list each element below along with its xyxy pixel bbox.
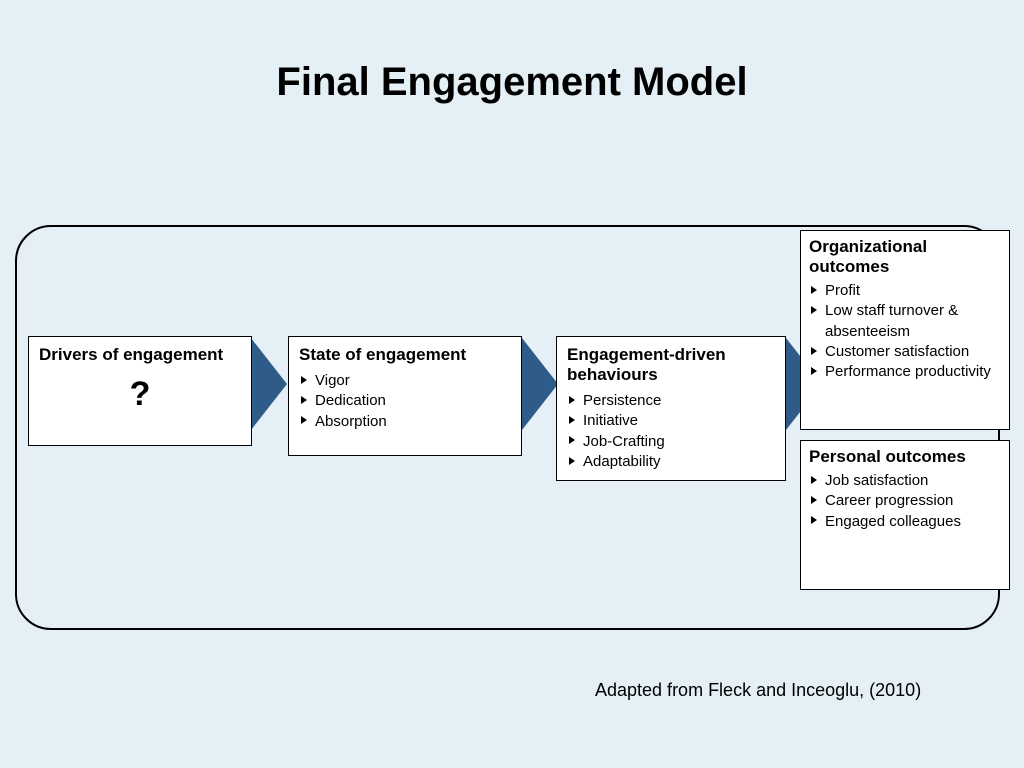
state-items: Vigor Dedication Absorption — [299, 371, 511, 432]
behaviours-item: Persistence — [569, 391, 775, 411]
arrow-2 — [522, 338, 558, 430]
drivers-title: Drivers of engagement — [39, 345, 241, 365]
behaviours-items: Persistence Initiative Job-Crafting Adap… — [567, 391, 775, 472]
slide: Final Engagement Model Drivers of engage… — [0, 0, 1024, 768]
drivers-box: Drivers of engagement ? — [28, 336, 252, 446]
personal-outcomes-title: Personal outcomes — [809, 447, 1001, 467]
personal-outcome-item: Career progression — [811, 491, 1001, 511]
behaviours-box: Engagement-driven behaviours Persistence… — [556, 336, 786, 481]
organizational-outcomes-title: Organizational outcomes — [809, 237, 1001, 277]
org-outcome-item: Low staff turnover & absenteeism — [811, 301, 1001, 342]
org-outcome-item: Profit — [811, 281, 1001, 301]
org-outcome-item: Customer satisfaction — [811, 342, 1001, 362]
drivers-question-mark: ? — [39, 375, 241, 414]
behaviours-title: Engagement-driven behaviours — [567, 345, 775, 385]
personal-outcomes-box: Personal outcomes Job satisfaction Caree… — [800, 440, 1010, 590]
personal-outcomes-items: Job satisfaction Career progression Enga… — [809, 471, 1001, 532]
organizational-outcomes-items: Profit Low staff turnover & absenteeism … — [809, 281, 1001, 382]
arrow-1 — [251, 338, 287, 430]
personal-outcome-item: Engaged colleagues — [811, 512, 1001, 532]
state-title: State of engagement — [299, 345, 511, 365]
org-outcome-item: Performance productivity — [811, 362, 1001, 382]
personal-outcome-item: Job satisfaction — [811, 471, 1001, 491]
state-box: State of engagement Vigor Dedication Abs… — [288, 336, 522, 456]
state-item: Absorption — [301, 412, 511, 432]
state-item: Dedication — [301, 391, 511, 411]
behaviours-item: Adaptability — [569, 452, 775, 472]
slide-title: Final Engagement Model — [0, 0, 1024, 145]
behaviours-item: Initiative — [569, 411, 775, 431]
organizational-outcomes-box: Organizational outcomes Profit Low staff… — [800, 230, 1010, 430]
behaviours-item: Job-Crafting — [569, 432, 775, 452]
citation-text: Adapted from Fleck and Inceoglu, (2010) — [595, 680, 921, 701]
state-item: Vigor — [301, 371, 511, 391]
